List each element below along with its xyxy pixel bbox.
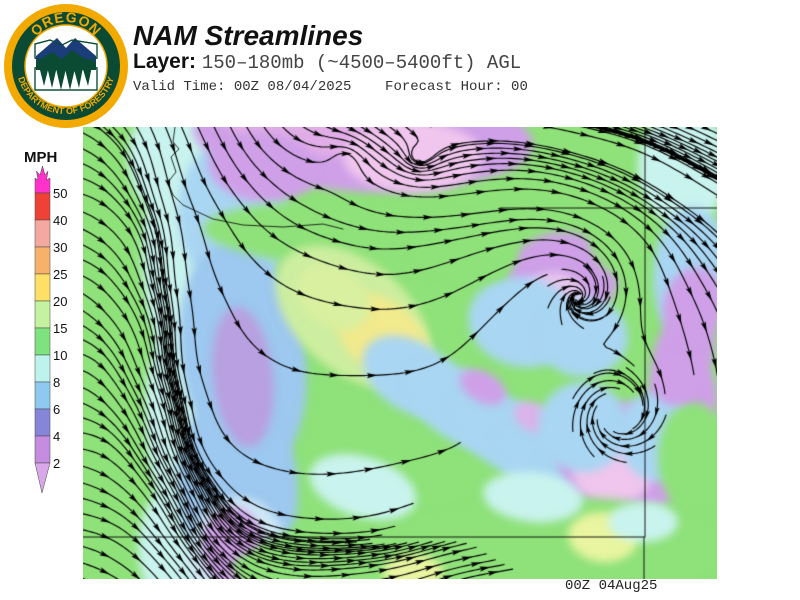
- svg-text:10: 10: [53, 348, 67, 363]
- svg-text:8: 8: [53, 375, 60, 390]
- svg-text:2: 2: [53, 456, 60, 471]
- svg-text:6: 6: [53, 402, 60, 417]
- svg-text:40: 40: [53, 213, 67, 228]
- svg-text:15: 15: [53, 321, 67, 336]
- svg-text:30: 30: [53, 240, 67, 255]
- svg-text:25: 25: [53, 267, 67, 282]
- svg-text:20: 20: [53, 294, 67, 309]
- svg-text:4: 4: [53, 429, 60, 444]
- svg-text:MPH: MPH: [24, 149, 57, 166]
- svg-text:50: 50: [53, 186, 67, 201]
